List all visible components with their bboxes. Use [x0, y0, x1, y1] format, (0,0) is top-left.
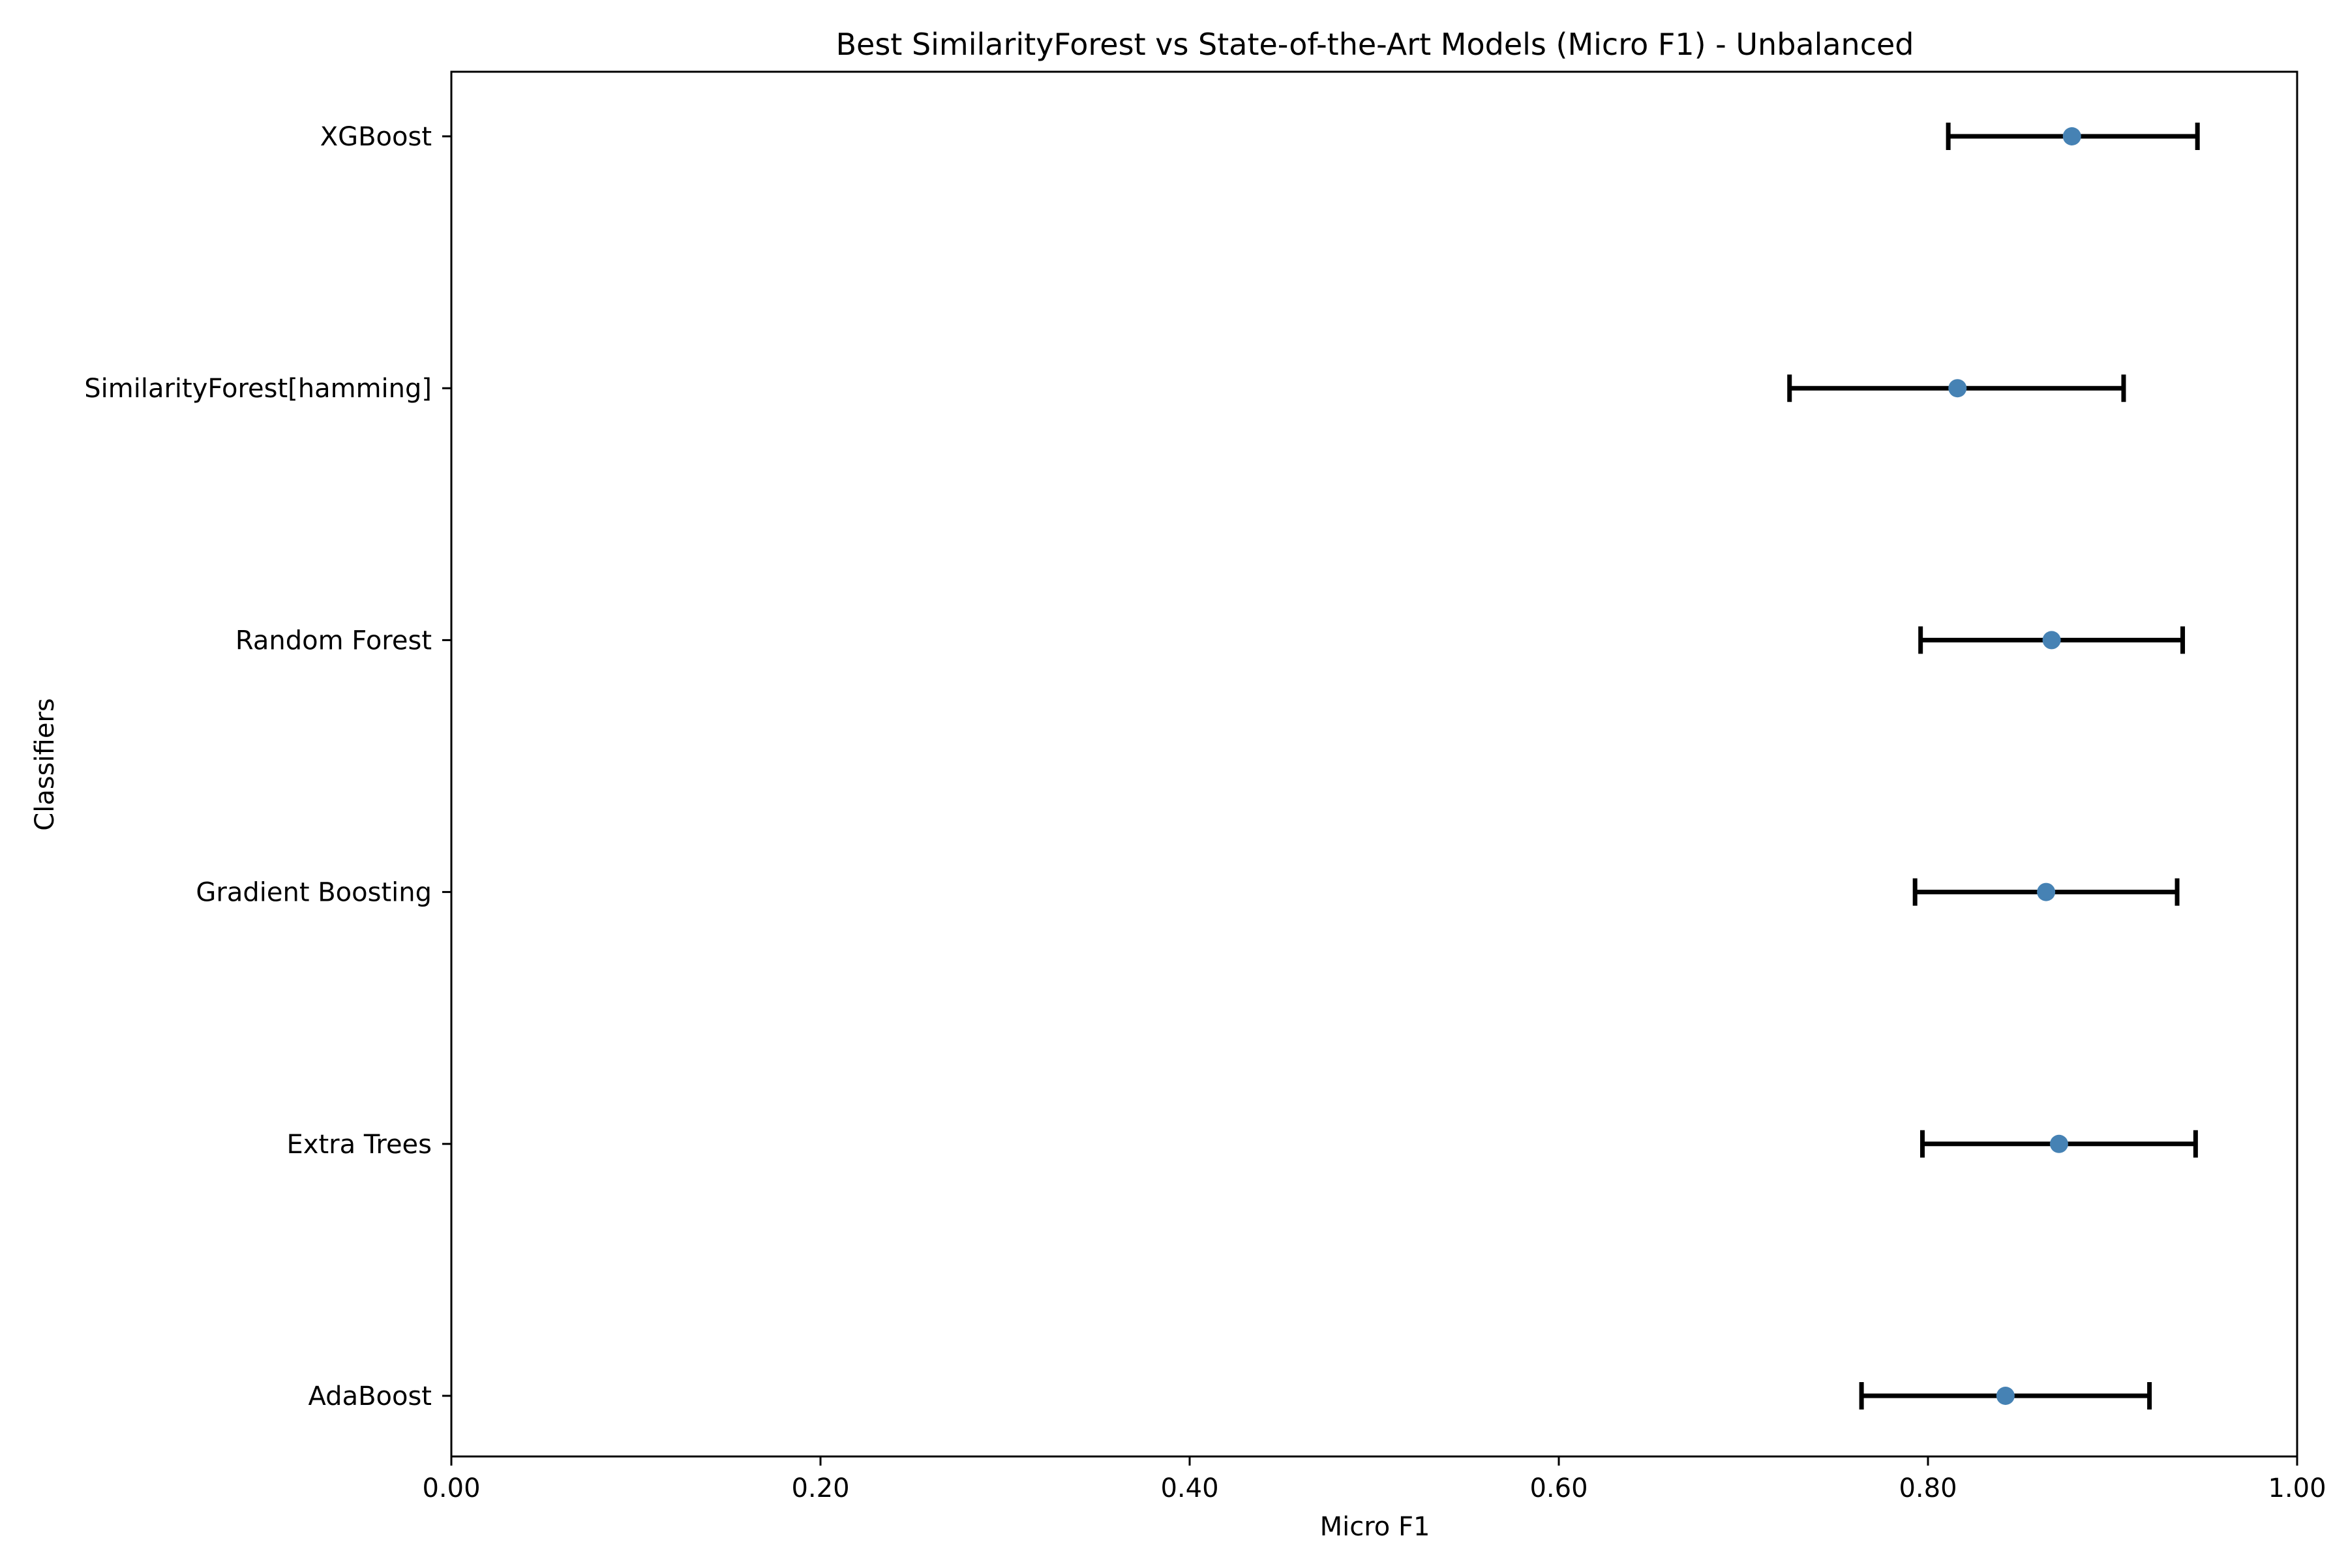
data-point	[2037, 882, 2056, 901]
x-tick-label: 0.00	[422, 1473, 480, 1503]
data-point	[2062, 127, 2081, 145]
y-tick-label: Extra Trees	[287, 1130, 432, 1160]
x-axis-label: Micro F1	[1320, 1512, 1430, 1542]
x-tick-label: 0.40	[1160, 1473, 1218, 1503]
data-point	[2042, 631, 2061, 650]
y-axis-ticks: AdaBoost Extra Trees Gradient Boosting Rand…	[84, 122, 451, 1411]
y-axis-label: Classifiers	[30, 698, 60, 830]
x-tick-label: 0.20	[791, 1473, 849, 1503]
chart-marks	[1787, 123, 2200, 1410]
x-tick-label: 1.00	[2268, 1473, 2326, 1503]
x-tick-label: 0.60	[1529, 1473, 1588, 1503]
x-tick-label: 0.80	[1899, 1473, 1957, 1503]
y-tick-label: XGBoost	[320, 122, 432, 152]
x-axis-ticks: 0.00 0.20 0.40 0.60 0.80 1.00	[422, 1456, 2326, 1503]
data-point	[1996, 1387, 2015, 1405]
data-point	[1948, 379, 1967, 398]
y-tick-label: Random Forest	[235, 626, 432, 656]
y-tick-label: SimilarityForest[hamming]	[84, 374, 432, 404]
chart-title: Best SimilarityForest vs State-of-the-Ar…	[835, 27, 1914, 62]
y-tick-label: Gradient Boosting	[196, 878, 432, 908]
data-point	[2049, 1134, 2068, 1153]
plot-area-frame	[450, 70, 2298, 1458]
y-tick-label: AdaBoost	[309, 1381, 432, 1411]
